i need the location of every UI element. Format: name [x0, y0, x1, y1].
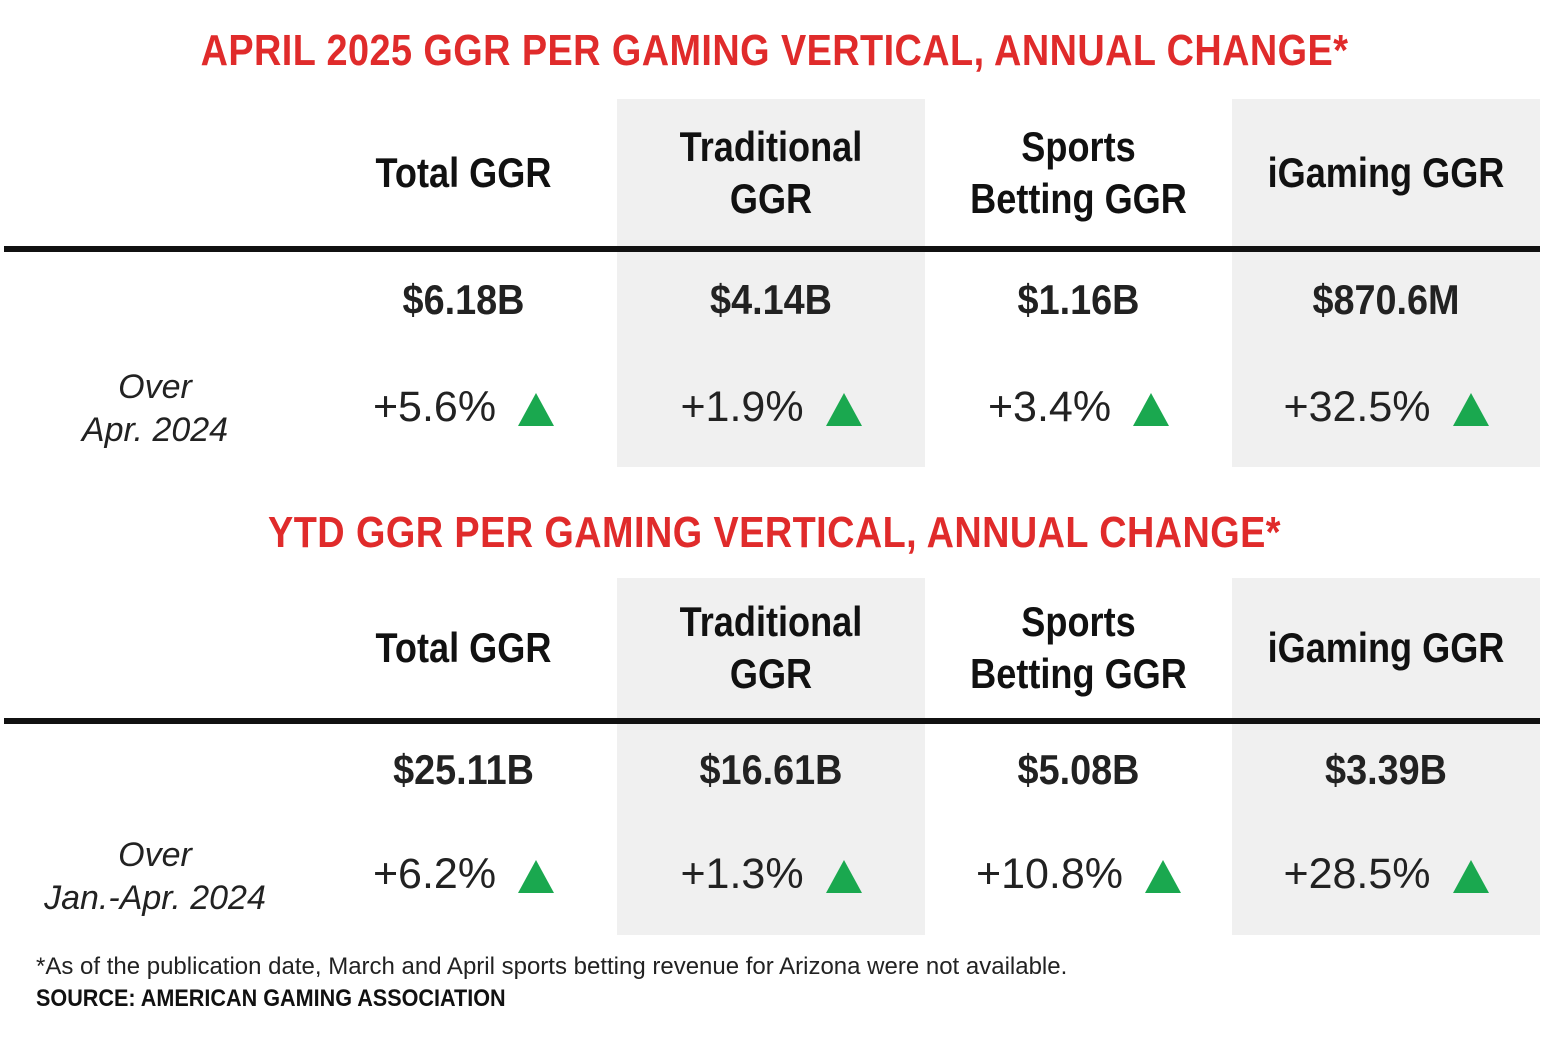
value-total-ggr: $6.18B [402, 276, 525, 323]
up-arrow-icon [518, 859, 555, 893]
column-header-total-ggr: Total GGR [375, 148, 552, 196]
up-arrow-icon [825, 392, 862, 426]
change-sports-betting-ggr: +10.8% [925, 842, 1232, 906]
up-arrow-icon [1145, 859, 1182, 893]
column-shade-igaming [1232, 578, 1540, 935]
footnote: *As of the publication date, March and A… [36, 953, 1068, 980]
chart-title-april: APRIL 2025 GGR PER GAMING VERTICAL, ANNU… [200, 26, 1349, 75]
up-arrow-icon [1133, 392, 1170, 426]
value-total-ggr: $25.11B [393, 746, 534, 793]
value-sports-betting-ggr: $1.16B [1017, 276, 1140, 323]
value-igaming-ggr: $3.39B [1325, 746, 1447, 793]
up-arrow-icon [518, 392, 555, 426]
change-total-ggr: +6.2% [310, 842, 617, 906]
column-header-traditional-ggr: Traditional GGR [679, 597, 863, 698]
value-sports-betting-ggr: $5.08B [1017, 746, 1140, 793]
change-traditional-ggr: +1.3% [617, 842, 925, 906]
column-shade-igaming [1232, 99, 1540, 467]
row-label-over-apr-2024: Over Apr. 2024 [81, 368, 229, 449]
column-header-igaming-ggr: iGaming GGR [1267, 623, 1505, 671]
up-arrow-icon [1452, 392, 1489, 426]
change-traditional-ggr: +1.9% [617, 375, 925, 439]
change-total-ggr: +5.6% [310, 375, 617, 439]
change-igaming-ggr: +28.5% [1232, 842, 1540, 906]
change-igaming-ggr: +32.5% [1232, 375, 1540, 439]
up-arrow-icon [825, 859, 862, 893]
column-shade-traditional [617, 578, 925, 935]
source-credit: SOURCE: AMERICAN GAMING ASSOCIATION [36, 985, 506, 1012]
column-header-sports-betting-ggr: Sports Betting GGR [970, 597, 1187, 698]
header-rule [4, 718, 1540, 724]
value-traditional-ggr: $4.14B [710, 276, 832, 323]
column-shade-traditional [617, 99, 925, 467]
chart-title-ytd: YTD GGR PER GAMING VERTICAL, ANNUAL CHAN… [268, 508, 1281, 557]
up-arrow-icon [1452, 859, 1489, 893]
column-header-sports-betting-ggr: Sports Betting GGR [970, 122, 1187, 223]
column-header-igaming-ggr: iGaming GGR [1267, 148, 1505, 196]
column-header-traditional-ggr: Traditional GGR [679, 122, 863, 223]
row-label-over-jan-apr-2024: Over Jan.-Apr. 2024 [44, 836, 266, 917]
header-rule [4, 246, 1540, 252]
value-traditional-ggr: $16.61B [699, 746, 843, 793]
column-header-total-ggr: Total GGR [375, 623, 552, 671]
value-igaming-ggr: $870.6M [1312, 276, 1460, 323]
change-sports-betting-ggr: +3.4% [925, 375, 1232, 439]
